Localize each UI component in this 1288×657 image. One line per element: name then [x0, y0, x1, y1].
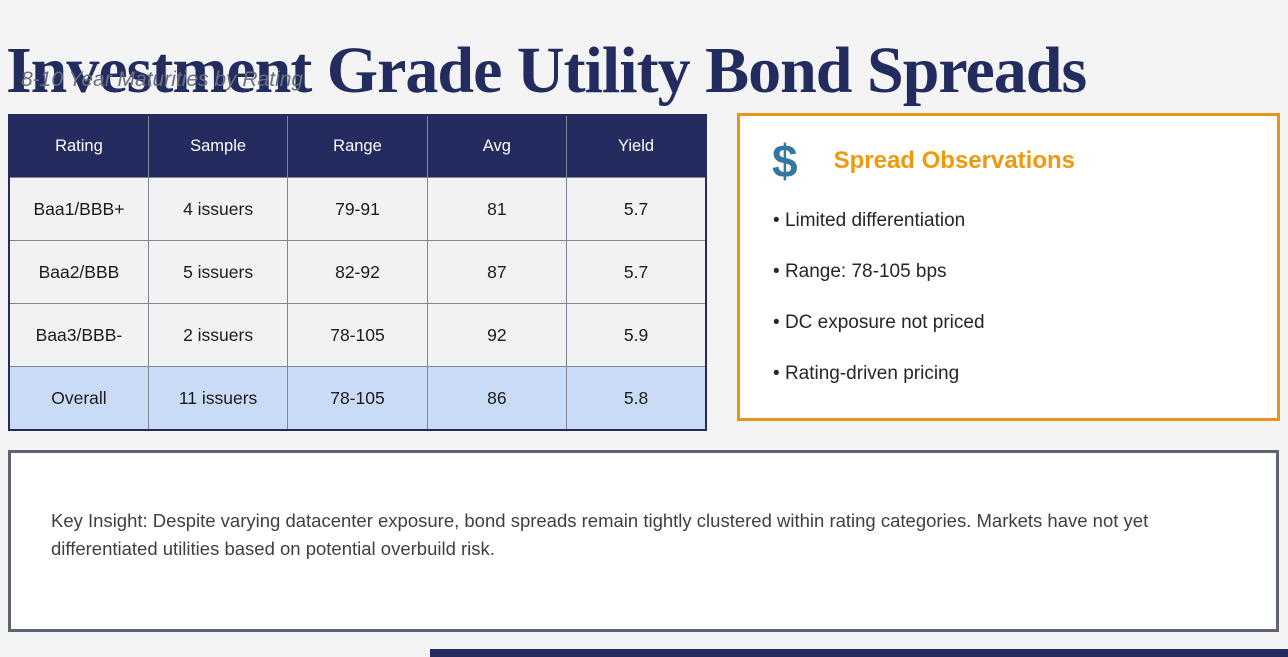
- column-header: Sample: [147, 114, 289, 178]
- table-cell-avg: 86: [426, 366, 568, 431]
- table-body: Baa1/BBB+ 4 issuers 79-91 81 5.7 Baa2/BB…: [8, 177, 707, 431]
- table-cell-avg: 81: [426, 177, 568, 241]
- table-cell-sample: 2 issuers: [147, 303, 289, 367]
- column-header: Rating: [8, 114, 149, 178]
- spreads-table-container: Rating Sample Range Avg Yield Baa1/BBB+ 4 is…: [8, 114, 707, 431]
- table-cell-yield: 5.9: [566, 303, 707, 367]
- table-cell-range: 82-92: [287, 240, 428, 304]
- observation-item: DC exposure not priced: [773, 312, 1277, 334]
- page-subtitle: 8-10 Year Maturities by Rating: [21, 68, 304, 91]
- partial-bottom-section-bar: [430, 649, 1288, 657]
- table-row: Baa2/BBB 5 issuers 82-92 87 5.7: [8, 240, 707, 304]
- observations-list: Limited differentiation Range: 78-105 bps…: [740, 210, 1277, 385]
- observation-item: Range: 78-105 bps: [773, 261, 1277, 283]
- column-header: Avg: [426, 114, 568, 178]
- observation-item: Limited differentiation: [773, 210, 1277, 232]
- table-cell-rating: Overall: [8, 366, 149, 431]
- table-cell-yield: 5.7: [566, 240, 707, 304]
- table-header-row: Rating Sample Range Avg Yield: [8, 114, 707, 178]
- column-header: Yield: [566, 114, 707, 178]
- table-cell-range: 78-105: [287, 366, 428, 431]
- observations-card: $ Spread Observations Limited differenti…: [737, 113, 1280, 421]
- table-cell-avg: 92: [426, 303, 568, 367]
- table-cell-yield: 5.8: [566, 366, 707, 431]
- table-cell-rating: Baa2/BBB: [8, 240, 149, 304]
- observations-header: $ Spread Observations: [772, 138, 1277, 184]
- table-cell-range: 79-91: [287, 177, 428, 241]
- table-cell-yield: 5.7: [566, 177, 707, 241]
- table-cell-sample: 5 issuers: [147, 240, 289, 304]
- table-cell-rating: Baa1/BBB+: [8, 177, 149, 241]
- table-cell-rating: Baa3/BBB-: [8, 303, 149, 367]
- table-row: Overall 11 issuers 78-105 86 5.8: [8, 366, 707, 431]
- key-insight-box: Key Insight: Despite varying datacenter …: [8, 450, 1279, 632]
- table-cell-avg: 87: [426, 240, 568, 304]
- observation-item: Rating-driven pricing: [773, 363, 1277, 385]
- observations-title: Spread Observations: [833, 147, 1076, 174]
- page-title: Investment Grade Utility Bond Spreads: [6, 34, 1087, 108]
- column-header: Range: [287, 114, 428, 178]
- table-cell-range: 78-105: [287, 303, 428, 367]
- table-row: Baa3/BBB- 2 issuers 78-105 92 5.9: [8, 303, 707, 367]
- table-cell-sample: 11 issuers: [147, 366, 289, 431]
- key-insight-text: Key Insight: Despite varying datacenter …: [51, 510, 1149, 559]
- dollar-icon: $: [772, 135, 798, 187]
- spreads-table: Rating Sample Range Avg Yield Baa1/BBB+ 4 is…: [8, 114, 707, 431]
- table-row: Baa1/BBB+ 4 issuers 79-91 81 5.7: [8, 177, 707, 241]
- table-cell-sample: 4 issuers: [147, 177, 289, 241]
